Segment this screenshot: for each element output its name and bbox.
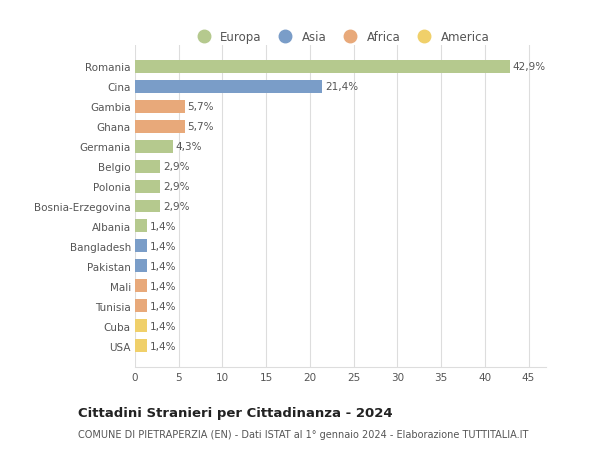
Bar: [135, 120, 185, 133]
Text: 1,4%: 1,4%: [150, 222, 176, 231]
Bar: [135, 200, 160, 213]
Bar: [135, 260, 147, 273]
Text: 1,4%: 1,4%: [150, 341, 176, 351]
Text: 1,4%: 1,4%: [150, 281, 176, 291]
Bar: [135, 80, 322, 93]
Text: 4,3%: 4,3%: [175, 142, 202, 152]
Text: 1,4%: 1,4%: [150, 261, 176, 271]
Text: 5,7%: 5,7%: [187, 122, 214, 132]
Bar: [135, 160, 160, 173]
Text: Cittadini Stranieri per Cittadinanza - 2024: Cittadini Stranieri per Cittadinanza - 2…: [78, 406, 392, 419]
Bar: [135, 300, 147, 313]
Text: 2,9%: 2,9%: [163, 202, 190, 212]
Text: 1,4%: 1,4%: [150, 301, 176, 311]
Bar: [135, 280, 147, 293]
Text: 2,9%: 2,9%: [163, 182, 190, 191]
Text: 1,4%: 1,4%: [150, 321, 176, 331]
Bar: [135, 320, 147, 333]
Bar: [135, 340, 147, 353]
Text: 1,4%: 1,4%: [150, 241, 176, 252]
Bar: [135, 61, 510, 73]
Bar: [135, 220, 147, 233]
Legend: Europa, Asia, Africa, America: Europa, Asia, Africa, America: [187, 26, 494, 49]
Bar: [135, 240, 147, 253]
Text: 42,9%: 42,9%: [513, 62, 546, 72]
Text: COMUNE DI PIETRAPERZIA (EN) - Dati ISTAT al 1° gennaio 2024 - Elaborazione TUTTI: COMUNE DI PIETRAPERZIA (EN) - Dati ISTAT…: [78, 429, 529, 439]
Text: 2,9%: 2,9%: [163, 162, 190, 172]
Text: 5,7%: 5,7%: [187, 102, 214, 112]
Bar: [135, 180, 160, 193]
Bar: [135, 140, 173, 153]
Text: 21,4%: 21,4%: [325, 82, 358, 92]
Bar: [135, 101, 185, 113]
